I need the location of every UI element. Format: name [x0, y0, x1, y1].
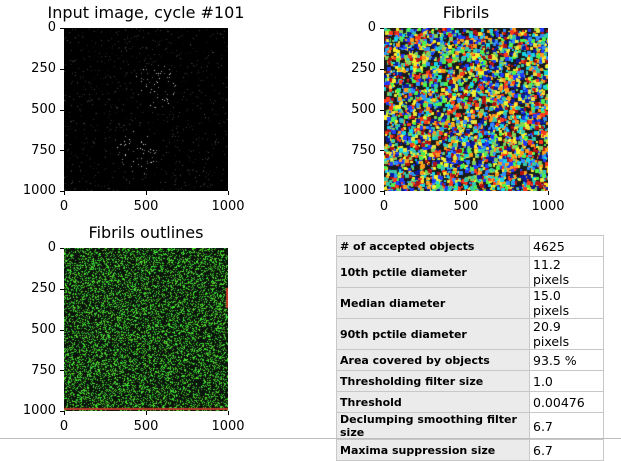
- tick-mark: [64, 191, 65, 195]
- tick-mark: [380, 110, 384, 111]
- table-row: Maxima suppression size 6.7: [336, 439, 604, 461]
- outlines-title: Fibrils outlines: [88, 223, 204, 242]
- y-tick: 0: [47, 20, 56, 35]
- y-tick: 500: [31, 102, 56, 117]
- outlines-view[interactable]: [64, 248, 228, 411]
- x-tick: 0: [59, 419, 69, 434]
- stat-key: Maxima suppression size: [336, 439, 530, 461]
- tick-mark: [60, 150, 64, 151]
- tick-mark: [64, 411, 65, 415]
- y-tick: 250: [31, 281, 56, 296]
- tick-mark: [146, 191, 147, 195]
- tick-mark: [380, 28, 384, 29]
- table-row: Area covered by objects 93.5 %: [336, 349, 604, 371]
- stat-value: 0.00476: [529, 391, 604, 413]
- table-row: # of accepted objects 4625: [336, 235, 604, 257]
- y-tick: 500: [31, 322, 56, 337]
- input-image-title: Input image, cycle #101: [47, 3, 245, 22]
- table-row: Declumping smoothing filter size 6.7: [336, 412, 604, 440]
- tick-mark: [228, 191, 229, 195]
- y-tick: 250: [351, 61, 376, 76]
- table-row: Median diameter 15.0 pixels: [336, 287, 604, 319]
- fibrils-canvas: [384, 28, 548, 191]
- stat-key: Area covered by objects: [336, 349, 530, 371]
- stat-key: Threshold: [336, 391, 530, 413]
- stat-value: 6.7: [529, 439, 604, 461]
- y-tick: 0: [47, 240, 56, 255]
- y-tick: 500: [351, 102, 376, 117]
- outlines-canvas: [64, 248, 228, 411]
- y-tick: 1000: [342, 183, 376, 198]
- tick-mark: [146, 411, 147, 415]
- stat-key: 10th pctile diameter: [336, 256, 530, 288]
- x-tick: 1000: [211, 419, 245, 434]
- tick-mark: [60, 248, 64, 249]
- tick-mark: [466, 191, 467, 195]
- stat-value: 1.0: [529, 370, 604, 392]
- table-row: 10th pctile diameter 11.2 pixels: [336, 256, 604, 288]
- stat-key: Declumping smoothing filter size: [336, 412, 530, 440]
- stat-key: Thresholding filter size: [336, 370, 530, 392]
- tick-mark: [60, 330, 64, 331]
- x-tick: 500: [133, 199, 159, 214]
- tick-mark: [60, 110, 64, 111]
- tick-mark: [60, 69, 64, 70]
- stat-key: # of accepted objects: [336, 235, 530, 257]
- measurement-stats-table: # of accepted objects 4625 10th pctile di…: [336, 235, 604, 461]
- tick-mark: [60, 411, 64, 412]
- stat-value: 15.0 pixels: [529, 287, 604, 319]
- fibrils-view[interactable]: [384, 28, 548, 191]
- x-tick: 0: [59, 199, 69, 214]
- y-tick: 750: [351, 143, 376, 158]
- stat-value: 11.2 pixels: [529, 256, 604, 288]
- x-tick: 500: [453, 199, 479, 214]
- tick-mark: [384, 191, 385, 195]
- stat-value: 4625: [529, 235, 604, 257]
- y-tick: 1000: [22, 183, 56, 198]
- table-row: Threshold 0.00476: [336, 391, 604, 413]
- input-image-view[interactable]: [64, 28, 228, 191]
- tick-mark: [60, 370, 64, 371]
- table-row: Thresholding filter size 1.0: [336, 370, 604, 392]
- stat-value: 93.5 %: [529, 349, 604, 371]
- tick-mark: [228, 411, 229, 415]
- table-row: 90th pctile diameter 20.9 pixels: [336, 318, 604, 350]
- tick-mark: [548, 191, 549, 195]
- y-tick: 250: [31, 61, 56, 76]
- x-tick: 0: [379, 199, 389, 214]
- stat-key: 90th pctile diameter: [336, 318, 530, 350]
- tick-mark: [60, 289, 64, 290]
- window-divider: [0, 438, 621, 439]
- x-tick: 500: [133, 419, 159, 434]
- y-tick: 750: [31, 143, 56, 158]
- tick-mark: [380, 69, 384, 70]
- tick-mark: [60, 28, 64, 29]
- stat-value: 20.9 pixels: [529, 318, 604, 350]
- tick-mark: [380, 150, 384, 151]
- stat-key: Median diameter: [336, 287, 530, 319]
- tick-mark: [60, 191, 64, 192]
- y-tick: 1000: [22, 403, 56, 418]
- tick-mark: [380, 191, 384, 192]
- input-image-canvas: [64, 28, 228, 191]
- x-tick: 1000: [531, 199, 565, 214]
- x-tick: 1000: [211, 199, 245, 214]
- fibrils-title: Fibrils: [442, 3, 490, 22]
- stat-value: 6.7: [529, 412, 604, 440]
- y-tick: 750: [31, 363, 56, 378]
- y-tick: 0: [367, 20, 376, 35]
